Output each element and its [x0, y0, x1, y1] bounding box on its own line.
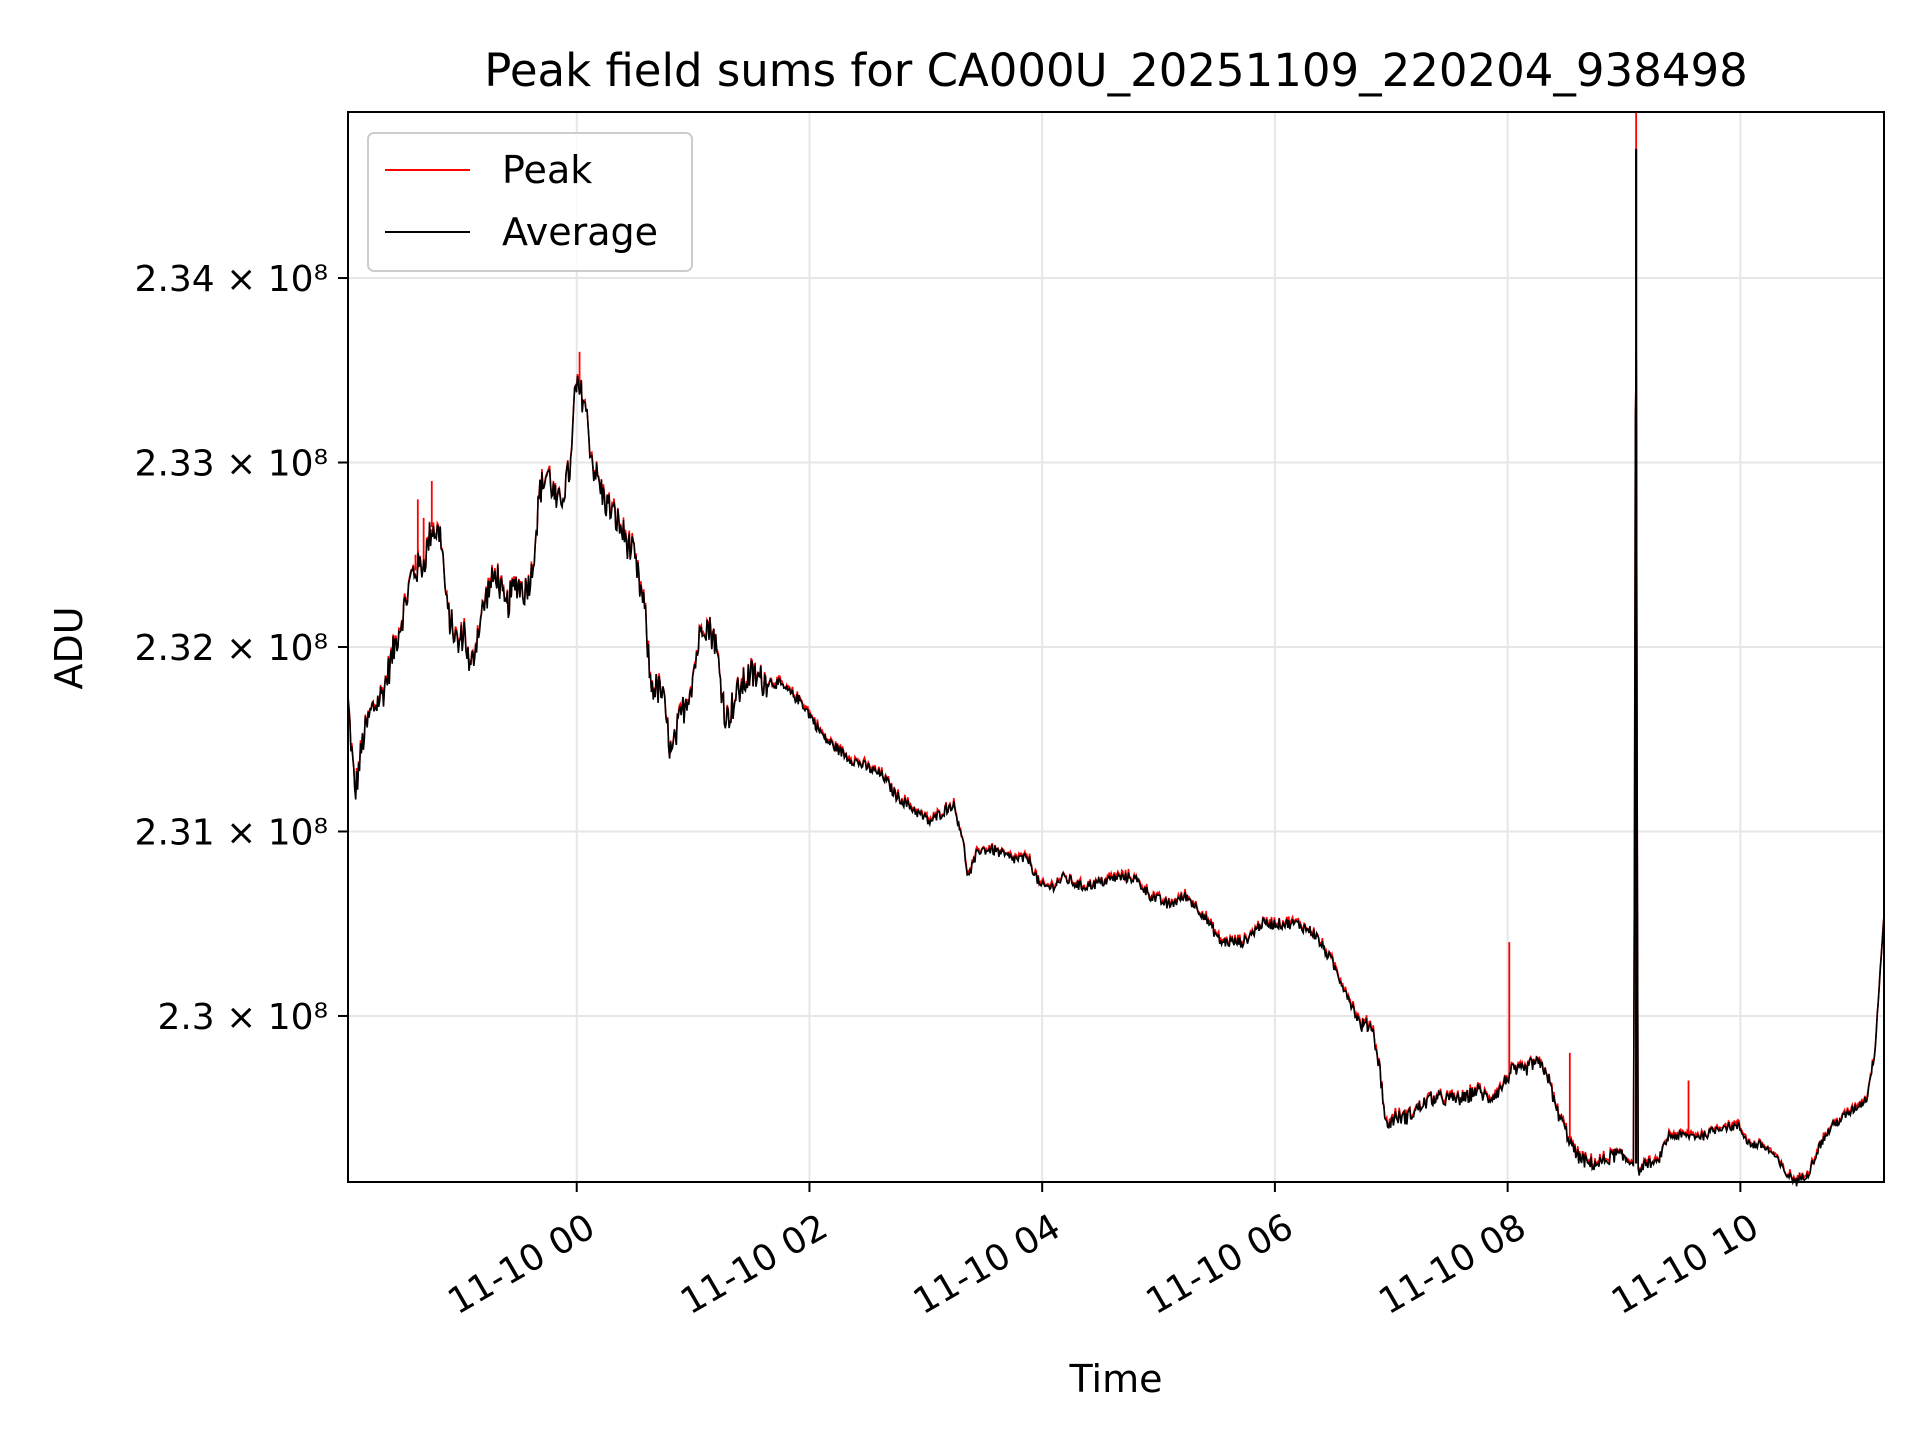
y-tick-label: 2.3 × 10⁸	[157, 997, 328, 1038]
legend-peak-label: Peak	[502, 148, 592, 192]
x-axis-title: Time	[1069, 1357, 1163, 1401]
legend-average-label: Average	[502, 210, 658, 254]
average-line	[347, 359, 1885, 1187]
y-tick-label: 2.32 × 10⁸	[135, 628, 328, 669]
legend: Peak Average	[367, 132, 693, 272]
y-tick-label: 2.31 × 10⁸	[135, 812, 328, 853]
chart-title: Peak field sums for CA000U_20251109_2202…	[484, 44, 1747, 97]
y-axis-title: ADU	[47, 606, 91, 689]
y-tick-label: 2.34 × 10⁸	[135, 259, 328, 300]
y-axis-ticks: 2.3 × 10⁸ 2.31 × 10⁸ 2.32 × 10⁸ 2.33 × 10⁸ 2…	[135, 259, 348, 1038]
y-tick-label: 2.33 × 10⁸	[135, 444, 328, 485]
average-series	[347, 148, 1885, 1187]
legend-box	[367, 132, 693, 272]
grid	[348, 112, 1884, 1182]
